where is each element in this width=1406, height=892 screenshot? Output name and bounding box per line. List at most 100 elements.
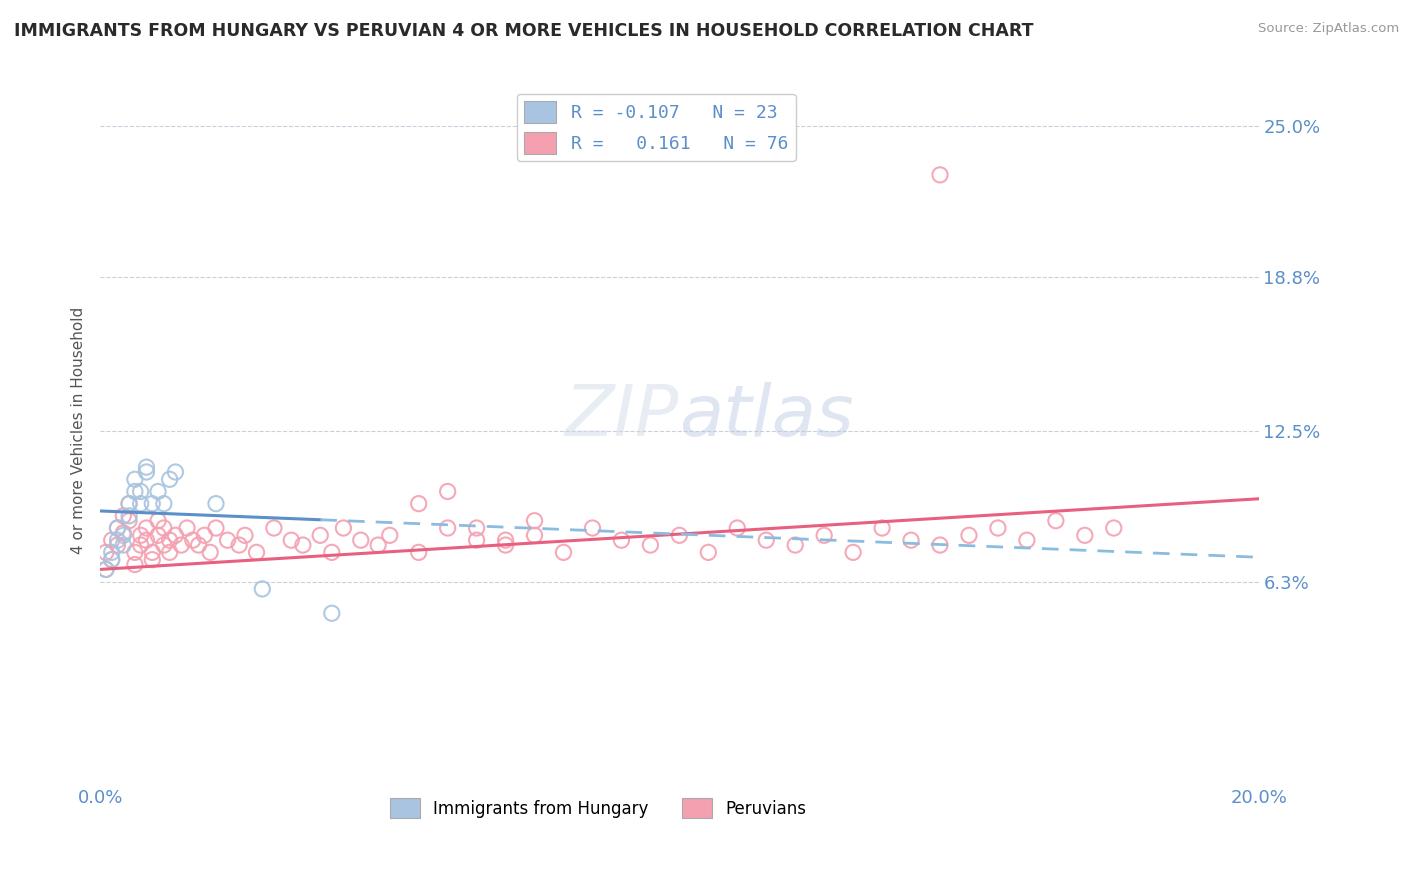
Point xyxy=(141,497,163,511)
Point xyxy=(495,533,517,548)
Point xyxy=(107,521,129,535)
Point xyxy=(408,545,430,559)
Point xyxy=(135,521,157,535)
Point xyxy=(495,538,517,552)
Point xyxy=(159,533,181,548)
Point xyxy=(280,533,302,548)
Point xyxy=(1015,533,1038,548)
Text: IMMIGRANTS FROM HUNGARY VS PERUVIAN 4 OR MORE VEHICLES IN HOUSEHOLD CORRELATION : IMMIGRANTS FROM HUNGARY VS PERUVIAN 4 OR… xyxy=(14,22,1033,40)
Point xyxy=(436,484,458,499)
Point xyxy=(112,538,135,552)
Point xyxy=(107,533,129,548)
Legend: Immigrants from Hungary, Peruvians: Immigrants from Hungary, Peruvians xyxy=(384,791,813,825)
Point xyxy=(112,525,135,540)
Y-axis label: 4 or more Vehicles in Household: 4 or more Vehicles in Household xyxy=(72,307,86,554)
Point xyxy=(755,533,778,548)
Point xyxy=(124,545,146,559)
Point xyxy=(100,533,122,548)
Point xyxy=(205,497,228,511)
Point xyxy=(112,508,135,523)
Point xyxy=(153,538,176,552)
Point xyxy=(159,545,181,559)
Point xyxy=(929,538,952,552)
Point xyxy=(170,538,193,552)
Point xyxy=(135,465,157,479)
Point xyxy=(929,168,952,182)
Point xyxy=(146,528,169,542)
Point xyxy=(217,533,239,548)
Point xyxy=(94,562,117,576)
Point xyxy=(165,465,187,479)
Point xyxy=(1074,528,1097,542)
Point xyxy=(146,514,169,528)
Point xyxy=(100,552,122,566)
Point xyxy=(205,521,228,535)
Point xyxy=(135,460,157,475)
Point xyxy=(252,582,274,596)
Point xyxy=(1102,521,1125,535)
Point xyxy=(233,528,256,542)
Point xyxy=(321,606,343,620)
Point xyxy=(129,484,152,499)
Point xyxy=(124,558,146,572)
Point xyxy=(118,497,141,511)
Point xyxy=(176,521,198,535)
Point xyxy=(245,545,267,559)
Point xyxy=(198,545,221,559)
Point xyxy=(159,472,181,486)
Point xyxy=(987,521,1010,535)
Point xyxy=(118,497,141,511)
Point xyxy=(957,528,980,542)
Point xyxy=(668,528,690,542)
Point xyxy=(129,528,152,542)
Point xyxy=(842,545,865,559)
Point xyxy=(465,533,488,548)
Point xyxy=(291,538,314,552)
Point xyxy=(118,508,141,523)
Point xyxy=(900,533,922,548)
Point xyxy=(141,552,163,566)
Point xyxy=(118,514,141,528)
Point xyxy=(465,521,488,535)
Point xyxy=(100,552,122,566)
Point xyxy=(135,533,157,548)
Point xyxy=(94,562,117,576)
Point xyxy=(181,533,204,548)
Point xyxy=(553,545,575,559)
Point xyxy=(129,538,152,552)
Point xyxy=(129,497,152,511)
Point xyxy=(321,545,343,559)
Point xyxy=(107,538,129,552)
Point xyxy=(785,538,807,552)
Text: atlas: atlas xyxy=(679,382,853,451)
Point xyxy=(153,521,176,535)
Point xyxy=(1045,514,1067,528)
Text: ZIP: ZIP xyxy=(565,382,679,451)
Point xyxy=(263,521,285,535)
Point xyxy=(187,538,209,552)
Point xyxy=(146,484,169,499)
Point xyxy=(107,521,129,535)
Point xyxy=(332,521,354,535)
Point xyxy=(141,545,163,559)
Point xyxy=(697,545,720,559)
Point xyxy=(408,497,430,511)
Point xyxy=(523,528,546,542)
Point xyxy=(870,521,893,535)
Text: Source: ZipAtlas.com: Source: ZipAtlas.com xyxy=(1258,22,1399,36)
Point xyxy=(124,484,146,499)
Point xyxy=(378,528,401,542)
Point xyxy=(725,521,748,535)
Point xyxy=(581,521,603,535)
Point xyxy=(610,533,633,548)
Point xyxy=(640,538,662,552)
Point xyxy=(112,528,135,542)
Point xyxy=(153,497,176,511)
Point xyxy=(124,472,146,486)
Point xyxy=(94,545,117,559)
Point xyxy=(350,533,373,548)
Point xyxy=(165,528,187,542)
Point xyxy=(309,528,332,542)
Point xyxy=(523,514,546,528)
Point xyxy=(100,545,122,559)
